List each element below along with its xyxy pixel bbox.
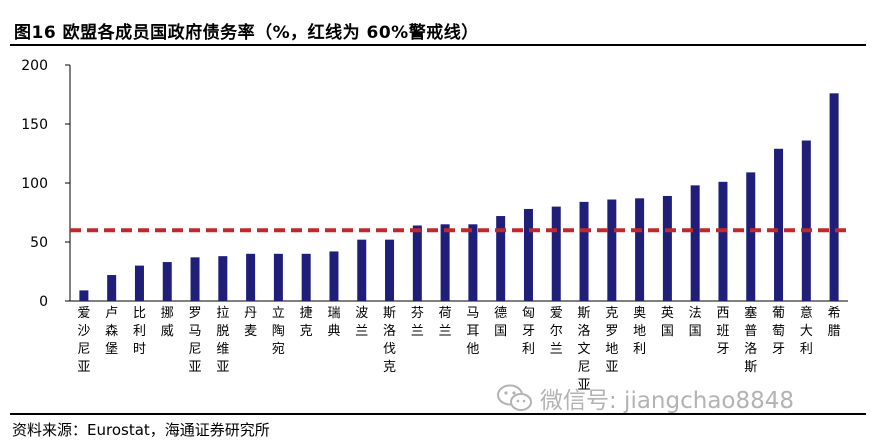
bar — [662, 195, 672, 301]
y-tick-label: 200 — [21, 58, 48, 74]
title-divider — [10, 44, 866, 46]
bar — [635, 198, 645, 301]
bar — [496, 216, 506, 301]
category-label: 罗马尼亚 — [189, 306, 202, 375]
bar — [385, 239, 395, 301]
source-note: 资料来源：Eurostat，海通证券研究所 — [12, 421, 270, 439]
y-tick-label: 50 — [30, 235, 48, 251]
category-label: 比利时 — [133, 306, 146, 357]
category-label: 爱沙尼亚 — [77, 306, 90, 375]
watermark: 微信号: jiangchao8848 — [496, 383, 795, 414]
bar — [357, 239, 367, 301]
chart-title: 图16 欧盟各成员国政府债务率（%，红线为 60%警戒线） — [14, 23, 479, 43]
category-label: 波兰 — [355, 306, 368, 339]
category-label: 塞普洛斯 — [744, 305, 757, 375]
footer-divider — [10, 413, 866, 415]
wechat-logo-icon — [497, 384, 532, 411]
bar — [329, 251, 339, 301]
bar — [468, 224, 478, 301]
category-label: 意大利 — [800, 305, 813, 357]
category-label: 英国 — [661, 306, 674, 339]
category-label: 西班牙 — [716, 306, 729, 357]
bar — [301, 253, 311, 301]
bar — [690, 185, 700, 301]
category-label: 法国 — [689, 306, 702, 339]
bar — [162, 262, 172, 301]
category-label: 克罗地亚 — [605, 306, 618, 375]
bar — [829, 93, 839, 301]
category-label: 丹麦 — [244, 306, 257, 339]
bar — [412, 225, 422, 301]
bar — [607, 199, 617, 301]
bar — [523, 208, 533, 301]
bar — [218, 256, 228, 301]
category-label: 荷兰 — [439, 306, 452, 339]
category-label: 斯洛伐克 — [383, 306, 396, 375]
category-label: 爱尔兰 — [550, 306, 563, 357]
bar — [746, 172, 756, 301]
category-label: 斯洛文尼亚 — [578, 306, 591, 393]
category-label: 立陶宛 — [272, 306, 285, 357]
y-tick-label: 0 — [39, 294, 48, 310]
y-tick-label: 150 — [21, 117, 48, 133]
category-label: 奥地利 — [633, 306, 646, 357]
category-label: 希腊 — [828, 306, 841, 339]
chart-title-bar: 图16 欧盟各成员国政府债务率（%，红线为 60%警戒线） — [10, 8, 866, 44]
watermark-text: 微信号: jiangchao8848 — [540, 388, 795, 414]
bar — [551, 206, 561, 301]
bar — [246, 253, 256, 301]
category-label: 卢森堡 — [105, 305, 118, 357]
category-label: 马耳他 — [466, 306, 479, 357]
bar — [273, 253, 283, 301]
bar — [718, 181, 728, 301]
category-label: 葡萄牙 — [772, 306, 785, 357]
category-label: 捷克 — [300, 306, 313, 339]
bar — [579, 201, 589, 301]
bar — [107, 275, 117, 301]
category-label: 挪威 — [161, 306, 174, 339]
category-label: 德国 — [494, 306, 507, 339]
bar — [79, 290, 89, 301]
category-label: 匈牙利 — [522, 306, 535, 357]
category-label: 芬兰 — [411, 306, 424, 339]
bar — [190, 257, 200, 301]
category-label: 瑞典 — [327, 306, 340, 339]
bar — [134, 265, 144, 301]
category-label: 拉脱维亚 — [216, 306, 229, 375]
y-tick-label: 100 — [21, 176, 48, 192]
bar — [801, 140, 811, 301]
bar — [774, 148, 784, 301]
bar — [440, 224, 450, 301]
